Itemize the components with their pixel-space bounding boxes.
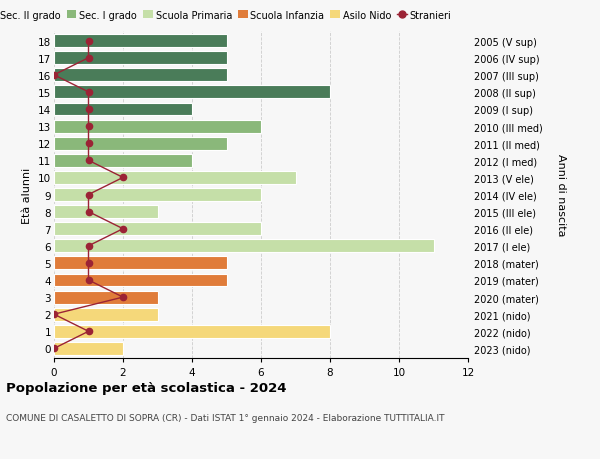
Bar <box>54 35 227 48</box>
Bar <box>54 52 227 65</box>
Bar <box>54 189 261 202</box>
Bar <box>54 325 330 338</box>
Bar <box>54 86 330 99</box>
Bar <box>54 120 261 133</box>
Y-axis label: Età alunni: Età alunni <box>22 167 32 223</box>
Text: COMUNE DI CASALETTO DI SOPRA (CR) - Dati ISTAT 1° gennaio 2024 - Elaborazione TU: COMUNE DI CASALETTO DI SOPRA (CR) - Dati… <box>6 413 445 422</box>
Bar <box>54 342 123 355</box>
Bar <box>54 103 192 116</box>
Bar <box>54 172 296 185</box>
Text: Popolazione per età scolastica - 2024: Popolazione per età scolastica - 2024 <box>6 381 287 394</box>
Y-axis label: Anni di nascita: Anni di nascita <box>556 154 566 236</box>
Bar <box>54 155 192 168</box>
Bar <box>54 308 157 321</box>
Bar <box>54 138 227 150</box>
Legend: Sec. II grado, Sec. I grado, Scuola Primaria, Scuola Infanzia, Asilo Nido, Stran: Sec. II grado, Sec. I grado, Scuola Prim… <box>0 11 452 21</box>
Bar <box>54 240 433 252</box>
Bar <box>54 223 261 235</box>
Bar <box>54 257 227 270</box>
Bar <box>54 206 157 218</box>
Bar <box>54 291 157 304</box>
Bar <box>54 69 227 82</box>
Bar <box>54 274 227 287</box>
